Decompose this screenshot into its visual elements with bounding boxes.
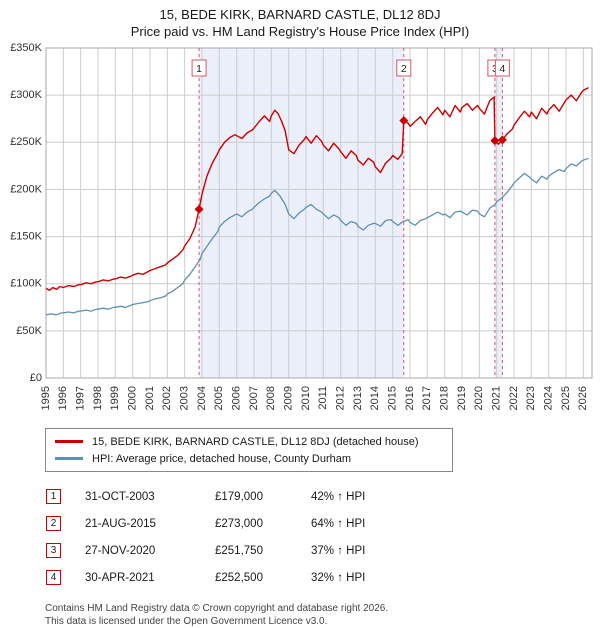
svg-text:2004: 2004	[196, 386, 208, 410]
svg-text:2024: 2024	[543, 386, 555, 410]
legend-item-property: 15, BEDE KIRK, BARNARD CASTLE, DL12 8DJ …	[55, 433, 443, 450]
transaction-date-3: 27-NOV-2020	[85, 545, 215, 557]
svg-text:2016: 2016	[404, 386, 416, 410]
transaction-price-4: £252,500	[215, 572, 311, 584]
hpi-line-swatch	[55, 457, 83, 460]
svg-text:2000: 2000	[127, 386, 139, 410]
svg-text:2: 2	[401, 63, 407, 75]
svg-text:2023: 2023	[525, 386, 537, 410]
svg-text:2020: 2020	[473, 386, 485, 410]
transaction-price-3: £251,750	[215, 545, 311, 557]
transaction-price-1: £179,000	[215, 491, 311, 503]
transaction-row-4: 4 30-APR-2021 £252,500 32% ↑ HPI	[46, 564, 600, 591]
transaction-date-2: 21-AUG-2015	[85, 518, 215, 530]
svg-text:2015: 2015	[387, 386, 399, 410]
svg-text:2019: 2019	[456, 386, 468, 410]
svg-text:1995: 1995	[40, 386, 52, 410]
svg-text:2009: 2009	[283, 386, 295, 410]
svg-text:£50K: £50K	[16, 325, 42, 337]
chart-legend: 15, BEDE KIRK, BARNARD CASTLE, DL12 8DJ …	[45, 428, 453, 472]
svg-text:2012: 2012	[335, 386, 347, 410]
transaction-hpi-4: 32% ↑ HPI	[311, 572, 365, 584]
svg-text:£350K: £350K	[10, 42, 42, 54]
legend-label-hpi: HPI: Average price, detached house, Coun…	[92, 453, 351, 465]
svg-text:2011: 2011	[317, 386, 329, 410]
license-footer: Contains HM Land Registry data © Crown c…	[45, 603, 600, 628]
transaction-hpi-3: 37% ↑ HPI	[311, 545, 365, 557]
svg-text:4: 4	[499, 63, 505, 75]
svg-text:£250K: £250K	[10, 136, 42, 148]
transaction-date-1: 31-OCT-2003	[85, 491, 215, 503]
svg-text:1998: 1998	[92, 386, 104, 410]
svg-text:2006: 2006	[231, 386, 243, 410]
svg-text:1: 1	[196, 63, 202, 75]
footer-line-2: This data is licensed under the Open Gov…	[45, 616, 600, 628]
page-title: 15, BEDE KIRK, BARNARD CASTLE, DL12 8DJ	[0, 0, 600, 23]
svg-text:2018: 2018	[439, 386, 451, 410]
legend-label-property: 15, BEDE KIRK, BARNARD CASTLE, DL12 8DJ …	[92, 436, 418, 448]
svg-text:£150K: £150K	[10, 231, 42, 243]
transaction-hpi-1: 42% ↑ HPI	[311, 491, 365, 503]
svg-text:2007: 2007	[248, 386, 260, 410]
page-subtitle: Price paid vs. HM Land Registry's House …	[0, 23, 600, 40]
svg-text:2026: 2026	[577, 386, 589, 410]
transaction-badge-3: 3	[46, 543, 61, 558]
svg-text:2002: 2002	[161, 386, 173, 410]
transaction-badge-2: 2	[46, 516, 61, 531]
property-line-swatch	[55, 440, 83, 443]
transactions-list: 1 31-OCT-2003 £179,000 42% ↑ HPI 2 21-AU…	[46, 483, 600, 591]
svg-text:£200K: £200K	[10, 183, 42, 195]
svg-text:2021: 2021	[491, 386, 503, 410]
transaction-badge-1: 1	[46, 489, 61, 504]
svg-text:1997: 1997	[75, 386, 87, 410]
transaction-row-1: 1 31-OCT-2003 £179,000 42% ↑ HPI	[46, 483, 600, 510]
svg-text:2003: 2003	[179, 386, 191, 410]
transaction-price-2: £273,000	[215, 518, 311, 530]
svg-text:2005: 2005	[213, 386, 225, 410]
legend-item-hpi: HPI: Average price, detached house, Coun…	[55, 450, 443, 467]
svg-text:2013: 2013	[352, 386, 364, 410]
transaction-row-3: 3 27-NOV-2020 £251,750 37% ↑ HPI	[46, 537, 600, 564]
footer-line-1: Contains HM Land Registry data © Crown c…	[45, 603, 600, 616]
svg-text:2001: 2001	[144, 386, 156, 410]
transaction-date-4: 30-APR-2021	[85, 572, 215, 584]
svg-text:2010: 2010	[300, 386, 312, 410]
svg-text:2014: 2014	[369, 386, 381, 410]
price-history-chart: 1995 1996 1997 1998 1999 2000 2001 2002 2003 2004…	[0, 40, 600, 428]
svg-text:£0: £0	[30, 372, 42, 384]
svg-text:£300K: £300K	[10, 89, 42, 101]
svg-text:1999: 1999	[109, 386, 121, 410]
svg-text:2017: 2017	[421, 386, 433, 410]
svg-text:2008: 2008	[265, 386, 277, 410]
svg-text:£100K: £100K	[10, 278, 42, 290]
svg-text:2022: 2022	[508, 386, 520, 410]
transaction-row-2: 2 21-AUG-2015 £273,000 64% ↑ HPI	[46, 510, 600, 537]
transaction-hpi-2: 64% ↑ HPI	[311, 518, 365, 530]
transaction-badge-4: 4	[46, 570, 61, 585]
svg-text:2025: 2025	[560, 386, 572, 410]
svg-text:1996: 1996	[57, 386, 69, 410]
